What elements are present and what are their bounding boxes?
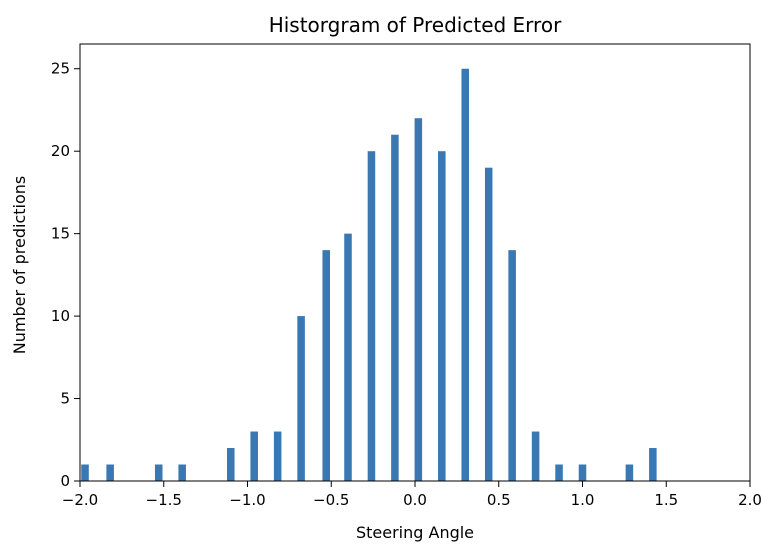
y-tick-label: 25	[51, 60, 70, 78]
histogram-bar	[391, 134, 399, 481]
plot-frame	[79, 43, 751, 482]
x-tick-label: −2.0	[62, 491, 98, 509]
histogram-bar	[508, 250, 516, 481]
x-tick-label: 1.5	[654, 491, 678, 509]
histogram-bar	[250, 431, 258, 481]
histogram-bar	[438, 151, 446, 481]
y-tick-label: 0	[60, 472, 70, 490]
histogram-bar	[154, 464, 163, 481]
x-axis: −2.0 −1.5 −1.0 −0.5 0.0 0.5 1.0 1.5 2.0	[62, 481, 762, 509]
histogram-bar	[531, 431, 540, 481]
histogram-bar	[367, 151, 376, 481]
y-tick-label: 15	[51, 225, 70, 243]
x-tick-label: 0.0	[403, 491, 427, 509]
histogram-bar	[297, 316, 305, 481]
histogram-bar	[649, 448, 657, 481]
histogram-bar	[625, 464, 634, 481]
histogram-bar	[322, 250, 330, 481]
chart-title: Historgram of Predicted Error	[269, 13, 562, 37]
y-axis-label: Number of predictions	[10, 176, 29, 354]
y-axis: 0 5 10 15 20 25	[51, 60, 80, 490]
histogram-bar	[344, 233, 352, 481]
y-tick-label: 5	[60, 390, 70, 408]
x-tick-label: −0.5	[313, 491, 349, 509]
x-tick-label: 2.0	[738, 491, 762, 509]
histogram-bar	[106, 464, 114, 481]
histogram-bar	[484, 167, 493, 481]
x-tick-label: −1.5	[146, 491, 182, 509]
x-axis-label: Steering Angle	[356, 523, 474, 542]
y-tick-label: 10	[51, 307, 70, 325]
histogram-bar	[555, 464, 563, 481]
x-tick-label: 0.5	[487, 491, 511, 509]
x-tick-label: 1.0	[571, 491, 595, 509]
x-tick-label: −1.0	[229, 491, 265, 509]
histogram-bar	[226, 448, 235, 481]
bars-group	[81, 68, 657, 482]
histogram-bar	[81, 464, 89, 481]
histogram-bar	[414, 118, 423, 482]
histogram-bar	[273, 431, 282, 481]
histogram-bar	[578, 464, 587, 481]
histogram-bar	[178, 464, 186, 481]
histogram-bar	[461, 68, 470, 482]
y-tick-label: 20	[51, 142, 70, 160]
